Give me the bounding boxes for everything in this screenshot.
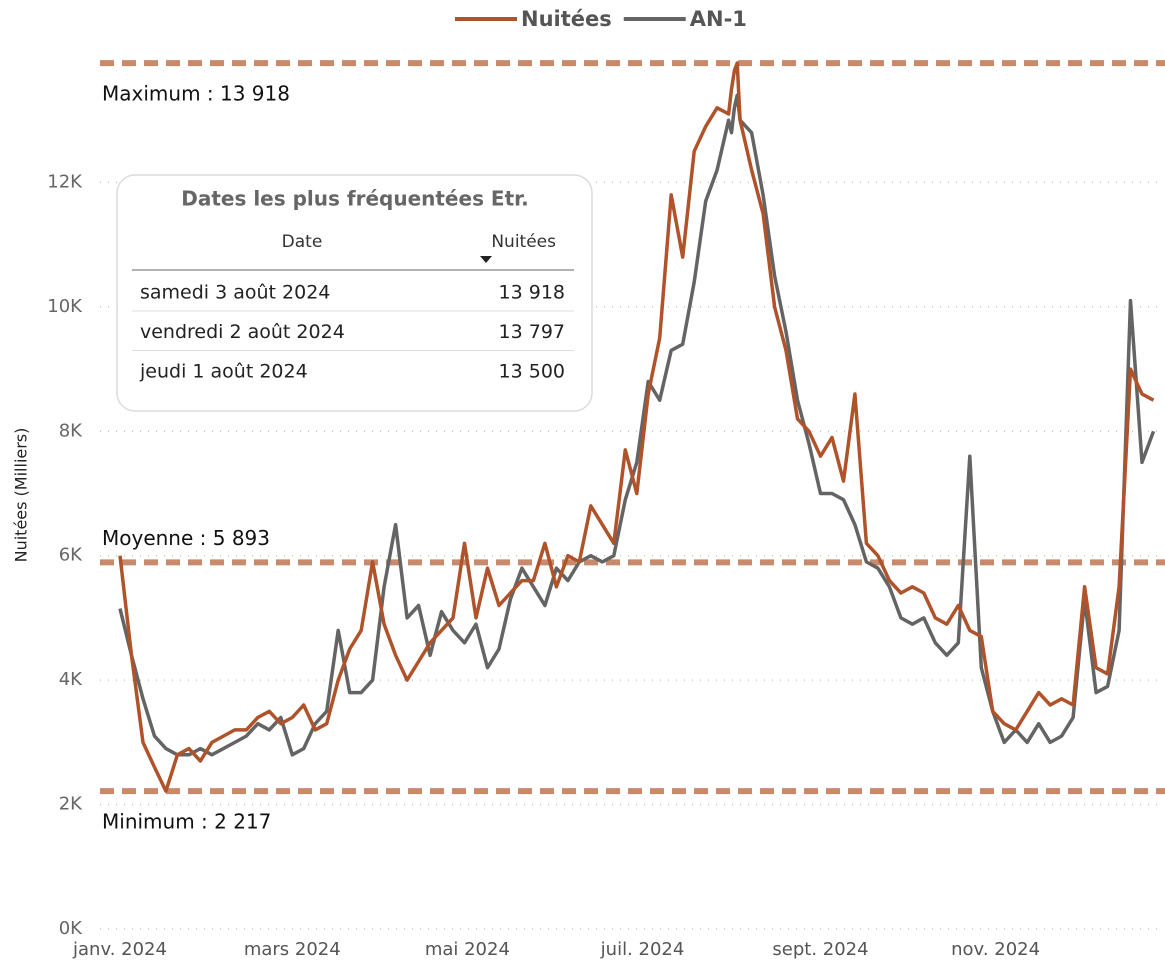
x-tick-label: mai 2024 xyxy=(425,939,510,960)
series-line xyxy=(118,61,1155,793)
legend-label: Nuitées xyxy=(521,7,612,31)
y-tick-label: 2K xyxy=(59,794,83,815)
x-tick-label: nov. 2024 xyxy=(951,939,1040,960)
table-cell: 13 500 xyxy=(499,361,565,383)
table-cell: vendredi 2 août 2024 xyxy=(140,321,345,343)
y-tick-label: 8K xyxy=(59,420,83,441)
y-tick-label: 4K xyxy=(59,669,83,690)
reference-label: Maximum : 13 918 xyxy=(102,82,290,106)
table-card xyxy=(116,174,593,412)
sort-indicator xyxy=(480,256,492,263)
reference-label: Minimum : 2 217 xyxy=(102,810,271,834)
series-line xyxy=(118,93,1156,757)
x-tick-label: sept. 2024 xyxy=(772,939,868,960)
y-tick-label: 6K xyxy=(59,545,83,566)
x-tick-label: mars 2024 xyxy=(244,939,341,960)
table-cell: 13 797 xyxy=(499,321,565,343)
table-header: Date xyxy=(282,232,323,252)
y-tick-label: 10K xyxy=(47,296,83,317)
table-cell: jeudi 1 août 2024 xyxy=(139,361,308,383)
table-cell: 13 918 xyxy=(499,282,565,304)
y-tick-label: 12K xyxy=(47,171,83,192)
y-axis-title: Nuitées (Milliers) xyxy=(12,428,31,563)
table-cell: samedi 3 août 2024 xyxy=(140,282,330,304)
x-tick-label: juil. 2024 xyxy=(600,939,685,960)
x-tick-label: janv. 2024 xyxy=(72,939,167,960)
table-title: Dates les plus fréquentées Etr. xyxy=(181,187,529,211)
legend-label: AN-1 xyxy=(690,7,747,31)
reference-label: Moyenne : 5 893 xyxy=(102,526,270,550)
table-header: Nuitées xyxy=(491,232,556,252)
y-tick-label: 0K xyxy=(59,918,83,939)
